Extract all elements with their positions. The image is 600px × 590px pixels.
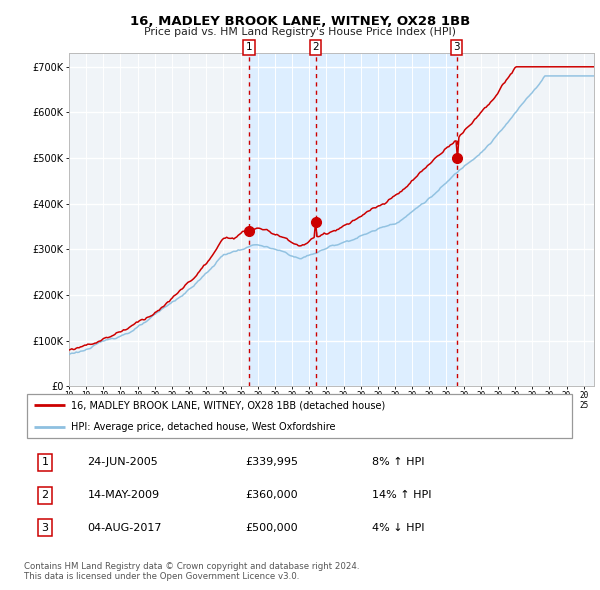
Text: 16, MADLEY BROOK LANE, WITNEY, OX28 1BB: 16, MADLEY BROOK LANE, WITNEY, OX28 1BB xyxy=(130,15,470,28)
Text: HPI: Average price, detached house, West Oxfordshire: HPI: Average price, detached house, West… xyxy=(71,422,335,432)
FancyBboxPatch shape xyxy=(27,394,572,438)
Text: 4% ↓ HPI: 4% ↓ HPI xyxy=(372,523,424,533)
Text: £360,000: £360,000 xyxy=(245,490,298,500)
Text: 3: 3 xyxy=(453,42,460,53)
Text: 3: 3 xyxy=(41,523,49,533)
Text: £339,995: £339,995 xyxy=(245,457,298,467)
Text: £500,000: £500,000 xyxy=(245,523,298,533)
Text: 2: 2 xyxy=(41,490,49,500)
Text: 24-JUN-2005: 24-JUN-2005 xyxy=(88,457,158,467)
Text: 04-AUG-2017: 04-AUG-2017 xyxy=(88,523,162,533)
Text: Contains HM Land Registry data © Crown copyright and database right 2024.
This d: Contains HM Land Registry data © Crown c… xyxy=(24,562,359,581)
Text: 8% ↑ HPI: 8% ↑ HPI xyxy=(372,457,424,467)
Text: 14% ↑ HPI: 14% ↑ HPI xyxy=(372,490,431,500)
Text: 1: 1 xyxy=(41,457,49,467)
Text: 16, MADLEY BROOK LANE, WITNEY, OX28 1BB (detached house): 16, MADLEY BROOK LANE, WITNEY, OX28 1BB … xyxy=(71,400,385,410)
Text: 1: 1 xyxy=(245,42,252,53)
Text: Price paid vs. HM Land Registry's House Price Index (HPI): Price paid vs. HM Land Registry's House … xyxy=(144,27,456,37)
Text: 14-MAY-2009: 14-MAY-2009 xyxy=(88,490,160,500)
Bar xyxy=(249,53,457,386)
Text: 2: 2 xyxy=(312,42,319,53)
